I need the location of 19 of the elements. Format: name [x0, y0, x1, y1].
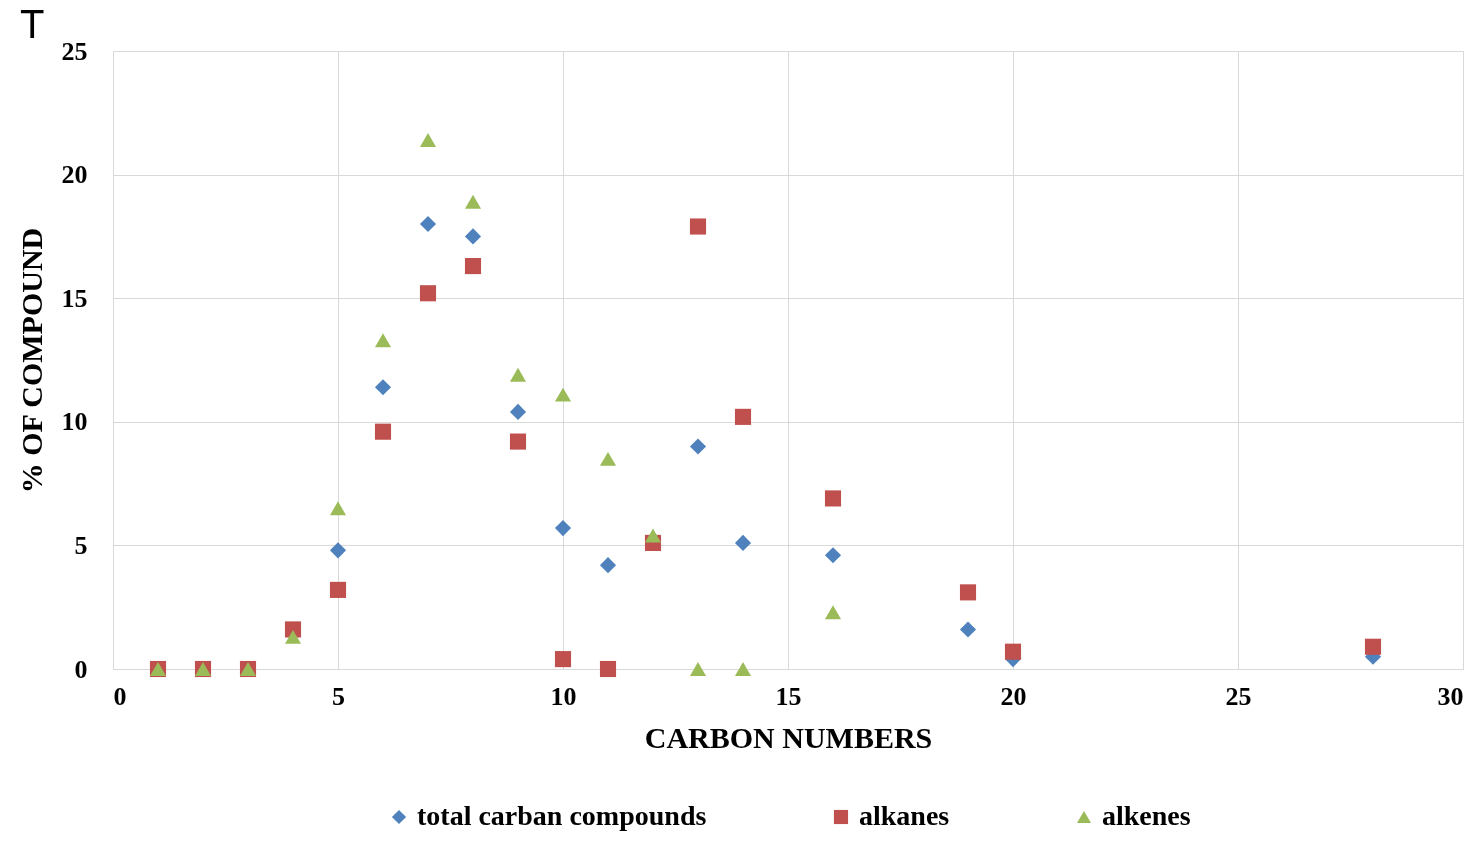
legend-label: alkenes [1102, 800, 1191, 831]
y-tick-label: 20 [61, 160, 88, 190]
text: T [20, 2, 45, 46]
y-tick-label: 25 [61, 36, 88, 66]
y-tick-label: 5 [74, 530, 88, 560]
legend-label: total carban compounds [417, 800, 707, 831]
x-tick-label: 30 [1437, 681, 1464, 711]
x-tick-label: 0 [113, 681, 127, 711]
x-tick-label: 25 [1225, 681, 1252, 711]
x-tick-label: 20 [1000, 681, 1027, 711]
y-tick-label: 0 [74, 654, 88, 684]
y-axis-title: % OF COMPOUND [14, 227, 48, 494]
y-tick-label: 15 [61, 283, 88, 313]
x-tick-label: 10 [550, 681, 577, 711]
x-tick-label: 15 [775, 681, 802, 711]
x-tick-label: 5 [332, 681, 345, 711]
legend-label: alkanes [859, 800, 950, 831]
y-tick-label: 10 [61, 407, 88, 437]
x-axis-title: CARBON NUMBERS [644, 720, 933, 754]
